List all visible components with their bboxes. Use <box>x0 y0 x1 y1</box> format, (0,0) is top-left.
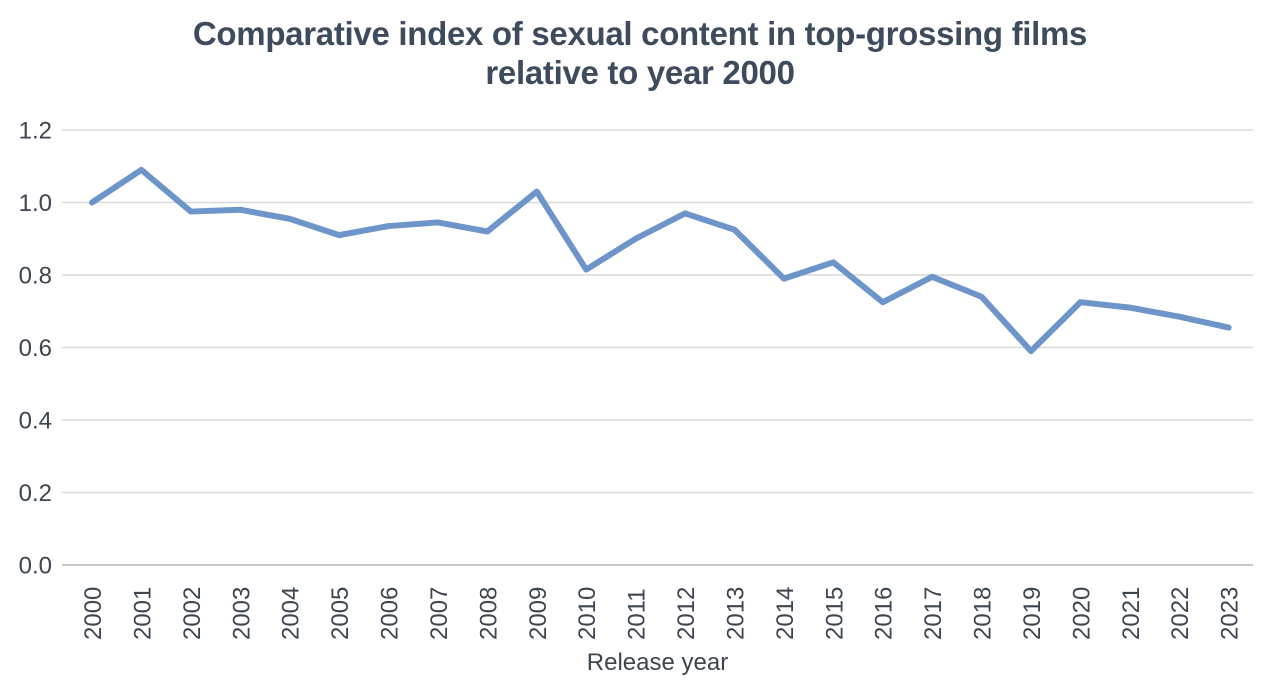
y-tick-label: 0.0 <box>19 553 52 580</box>
x-tick-label: 2021 <box>1118 587 1145 640</box>
x-tick-label: 2000 <box>80 587 107 640</box>
x-tick-label: 2008 <box>475 587 502 640</box>
y-tick-label: 0.6 <box>19 335 52 362</box>
x-tick-label: 2005 <box>327 587 354 640</box>
x-tick-label: 2007 <box>426 587 453 640</box>
x-tick-label: 2002 <box>179 587 206 640</box>
x-tick-label: 2019 <box>1019 587 1046 640</box>
x-tick-label: 2013 <box>722 587 749 640</box>
x-tick-label: 2020 <box>1068 587 1095 640</box>
x-tick-label: 2003 <box>228 587 255 640</box>
x-tick-label: 2011 <box>624 588 651 640</box>
series-line <box>89 166 1232 355</box>
chart-title-line2: relative to year 2000 <box>485 54 795 91</box>
chart-title: Comparative index of sexual content in t… <box>0 14 1280 92</box>
x-tick-label: 2006 <box>377 587 404 640</box>
y-tick-label: 0.2 <box>19 480 52 507</box>
y-axis-tick-labels: 0.0 0.2 0.4 0.6 0.8 1.0 1.2 <box>19 118 52 580</box>
x-tick-label: 2023 <box>1217 587 1244 640</box>
x-tick-label: 2012 <box>673 587 700 640</box>
x-tick-label: 2001 <box>129 587 156 640</box>
x-tick-label: 2009 <box>525 587 552 640</box>
y-tick-label: 0.4 <box>19 408 52 435</box>
x-tick-label: 2014 <box>772 587 799 640</box>
x-tick-label: 2022 <box>1167 587 1194 640</box>
x-axis-tick-labels: 2000 2001 2002 2003 2004 2005 2006 2007 2008 2009… <box>80 587 1244 640</box>
x-tick-label: 2004 <box>278 587 305 640</box>
x-axis-title: Release year <box>586 649 729 676</box>
x-tick-label: 2016 <box>871 587 898 640</box>
y-tick-label: 1.0 <box>19 190 52 217</box>
gridlines <box>62 129 1253 566</box>
y-tick-label: 0.8 <box>19 263 52 290</box>
x-tick-label: 2018 <box>970 587 997 640</box>
chart-title-line1: Comparative index of sexual content in t… <box>192 15 1088 52</box>
x-tick-label: 2017 <box>920 587 947 640</box>
y-tick-label: 1.2 <box>19 118 52 145</box>
x-tick-label: 2015 <box>821 587 848 640</box>
x-tick-label: 2010 <box>574 587 601 640</box>
